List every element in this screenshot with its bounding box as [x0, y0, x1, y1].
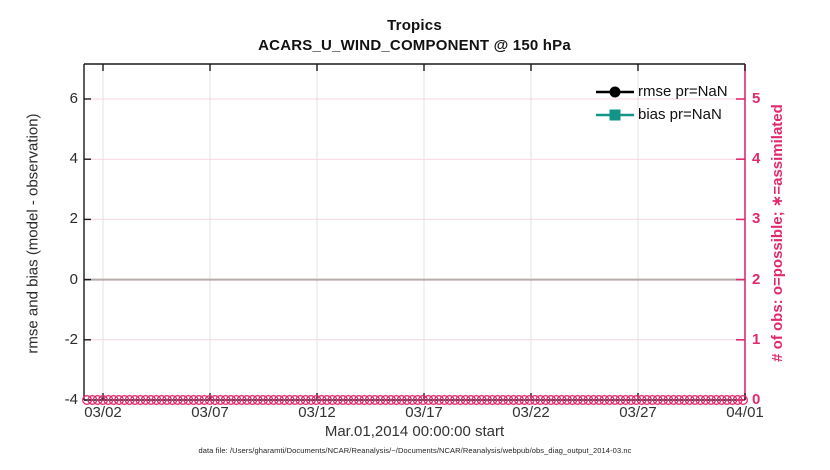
y-axis-ticks-left: -4 -2 0 2 4 6: [38, 0, 78, 470]
y-tick-label-left: -4: [64, 391, 78, 408]
x-tick-label: 03/12: [298, 404, 336, 421]
x-tick-label: 03/07: [191, 404, 229, 421]
y-tick-label-left: 4: [69, 150, 78, 168]
y-tick-label-left: 2: [69, 210, 78, 228]
x-axis-label: Mar.01,2014 00:00:00 start: [324, 423, 505, 440]
y-tick-label-right: 1: [752, 330, 761, 348]
x-tick-label: 03/17: [405, 404, 443, 421]
legend-entry: bias pr=NaN: [596, 103, 728, 126]
chart-title-block: Tropics ACARS_U_WIND_COMPONENT @ 150 hPa: [84, 16, 745, 56]
y-tick-label-left: 0: [69, 270, 78, 288]
y-tick-label-right: 5: [752, 90, 761, 107]
legend-entry-label: rmse pr=NaN: [638, 83, 728, 100]
legend-entry-label: bias pr=NaN: [638, 106, 722, 123]
x-tick-label: 03/02: [84, 404, 122, 421]
y-tick-label-right: 2: [752, 270, 761, 288]
y-tick-label-left: 6: [69, 90, 78, 107]
x-tick-label: 03/22: [512, 404, 550, 421]
legend-square-marker-icon: [596, 109, 634, 120]
chart-title: Tropics: [387, 17, 442, 34]
y-tick-label-right: 0: [752, 391, 761, 408]
y-tick-label-left: -2: [64, 330, 78, 348]
legend: rmse pr=NaN bias pr=NaN: [596, 80, 728, 126]
legend-circle-marker-icon: [596, 86, 634, 97]
y-tick-label-right: 3: [752, 210, 761, 228]
y-tick-label-right: 4: [752, 150, 761, 168]
chart-subtitle: ACARS_U_WIND_COMPONENT @ 150 hPa: [258, 37, 571, 54]
legend-entry: rmse pr=NaN: [596, 80, 728, 103]
x-axis-ticks: 03/02 03/07 03/12 03/17 03/22 03/27 04/01: [0, 404, 830, 424]
y-axis-ticks-right: 0 1 2 3 4 5: [752, 0, 792, 470]
x-tick-label: 04/01: [726, 404, 764, 421]
x-tick-label: 03/27: [619, 404, 657, 421]
data-file-caption: data file: /Users/gharamti/Documents/NCA…: [198, 446, 632, 455]
